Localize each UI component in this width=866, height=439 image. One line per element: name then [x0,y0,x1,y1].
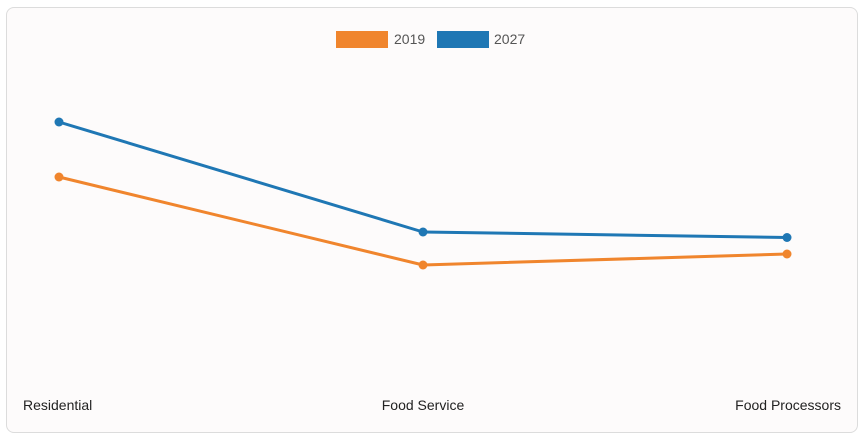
series-line-2027 [57,120,789,239]
legend-label-2019: 2019 [394,31,425,47]
data-point-2019-residential[interactable] [54,172,64,182]
x-tick-label-food-service: Food Service [382,397,465,413]
chart-card [6,7,858,433]
data-point-2027-food-service[interactable] [418,227,428,237]
legend-swatch-2019 [336,31,388,48]
data-point-2027-residential[interactable] [54,117,64,127]
series-layer [54,117,792,270]
x-tick-label-residential: Residential [23,397,92,413]
data-point-2019-food-processors[interactable] [782,249,792,259]
data-point-2019-food-service[interactable] [418,260,428,270]
x-tick-label-food-processors: Food Processors [735,397,841,413]
series-2019 [54,172,792,270]
data-point-2027-food-processors[interactable] [782,233,792,242]
legend-swatch-2027 [437,31,489,48]
legend-label-2027: 2027 [494,31,525,47]
series-2027 [54,117,792,242]
x-axis: Residential Food Service Food Processors [23,397,841,413]
chart-legend: 2019 2027 [336,31,525,48]
series-line-2019 [57,175,789,267]
